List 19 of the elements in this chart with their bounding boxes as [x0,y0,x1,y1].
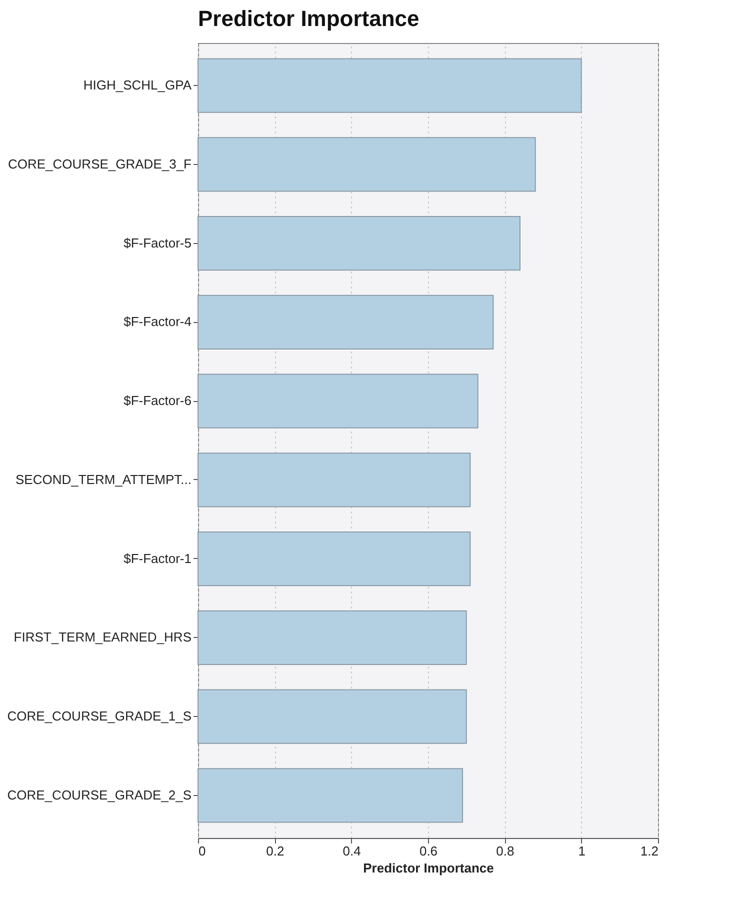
y-tick-label: $F-Factor-1 [124,550,192,566]
y-tick-label: $F-Factor-5 [124,235,192,250]
y-tick-label: HIGH_SCHL_GPA [83,78,192,93]
x-tick-label: 0.6 [419,844,438,858]
x-axis-title: Predictor Importance [363,860,494,876]
y-tick-label: CORE_COURSE_GRADE_1_S [7,708,192,724]
x-tick-label: 0.8 [496,844,514,858]
x-tick-label: 0 [198,844,206,858]
y-tick-label: CORE_COURSE_GRADE_2_S [7,787,192,802]
y-tick-label: $F-Factor-6 [124,393,192,408]
y-tick-label: FIRST_TERM_EARNED_HRS [14,630,192,645]
y-tick-label: SECOND_TERM_ATTEMPT... [15,472,192,487]
x-tick-label: 1 [578,844,586,858]
x-tick-label: 0.4 [342,844,361,858]
x-tick-label: 1.2 [640,844,658,858]
y-tick-label: CORE_COURSE_GRADE_3_F [8,156,192,172]
x-tick-label: 0.2 [266,844,284,858]
chart-title: Predictor Importance [198,6,420,31]
y-tick-label: $F-Factor-4 [124,314,192,330]
